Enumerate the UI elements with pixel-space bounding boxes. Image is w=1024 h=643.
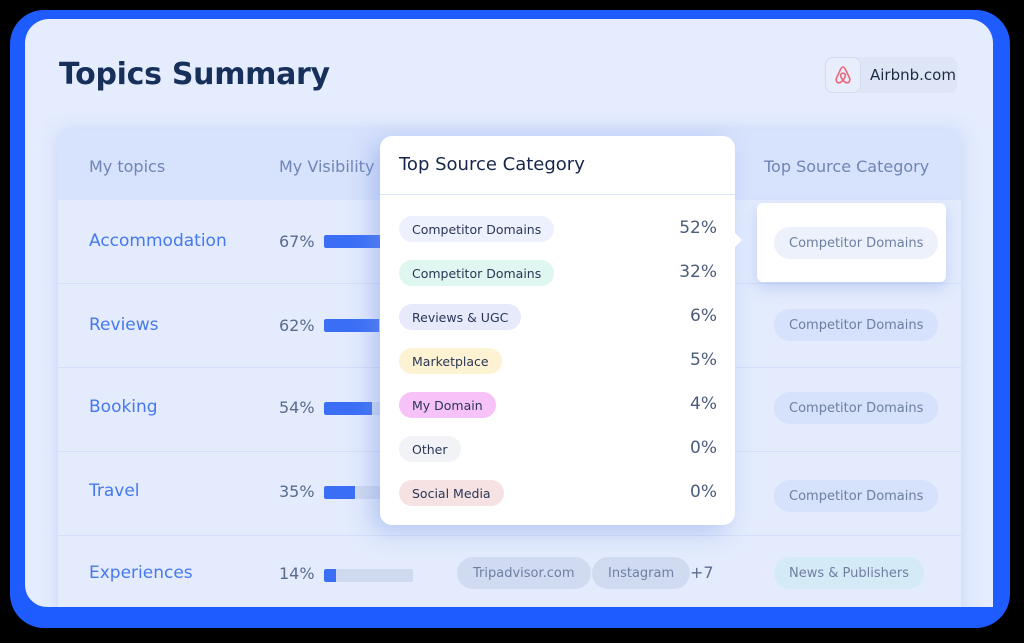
visibility-bar-fill — [324, 569, 337, 582]
category-percent: 32% — [679, 262, 717, 282]
source-category-chip[interactable]: Competitor Domains — [774, 309, 939, 341]
visibility-percent: 35% — [279, 482, 315, 501]
category-chip: Reviews & UGC — [399, 304, 522, 330]
highlighted-category-cell[interactable]: Competitor Domains — [757, 203, 946, 282]
topic-link[interactable]: Experiences — [89, 563, 193, 583]
category-breakdown-item: Marketplace 5% — [399, 348, 717, 374]
category-percent: 52% — [679, 218, 717, 238]
column-my-topics[interactable]: My topics — [89, 157, 166, 176]
source-category-chip[interactable]: Competitor Domains — [774, 227, 939, 259]
topic-link[interactable]: Reviews — [89, 315, 159, 335]
visibility-percent: 14% — [279, 564, 315, 583]
category-breakdown-item: Competitor Domains 32% — [399, 260, 717, 286]
category-breakdown-item: Competitor Domains 52% — [399, 216, 717, 242]
brand-selector[interactable]: Airbnb.com — [825, 57, 957, 93]
category-breakdown-item: Social Media 0% — [399, 480, 717, 506]
visibility-percent: 67% — [279, 232, 315, 251]
popover-caret — [734, 232, 742, 248]
category-chip: Other — [399, 436, 461, 462]
category-chip: Marketplace — [399, 348, 502, 374]
brand-name: Airbnb.com — [870, 66, 956, 84]
topic-link[interactable]: Travel — [89, 481, 140, 501]
category-percent: 0% — [690, 438, 717, 458]
visibility-percent: 54% — [279, 398, 315, 417]
more-sources-count[interactable]: +7 — [690, 563, 714, 582]
category-breakdown-item: Other 0% — [399, 436, 717, 462]
column-my-visibility[interactable]: My Visibility — [279, 157, 375, 176]
source-chip-tripadvisor[interactable]: Tripadvisor.com — [457, 557, 591, 589]
column-top-source-category[interactable]: Top Source Category — [764, 157, 930, 176]
category-chip: Social Media — [399, 480, 504, 506]
source-category-chip[interactable]: News & Publishers — [774, 557, 924, 589]
visibility-bar-fill — [324, 319, 380, 332]
category-breakdown-item: My Domain 4% — [399, 392, 717, 418]
category-chip: My Domain — [399, 392, 496, 418]
topic-link[interactable]: Booking — [89, 397, 158, 417]
category-breakdown-item: Reviews & UGC 6% — [399, 304, 717, 330]
category-percent: 4% — [690, 394, 717, 414]
topics-summary-card: Topics Summary Airbnb.com My topics My V… — [25, 19, 993, 607]
source-chip-instagram[interactable]: Instagram — [592, 557, 691, 589]
category-percent: 0% — [690, 482, 717, 502]
visibility-bar-fill — [324, 235, 384, 248]
top-source-category-popover: Top Source Category Competitor Domains 5… — [380, 136, 742, 525]
category-percent: 6% — [690, 306, 717, 326]
popover-divider — [380, 194, 735, 195]
visibility-bar-fill — [324, 486, 356, 499]
table-row[interactable]: Experiences 14% Tripadvisor.com Instagra… — [58, 536, 961, 607]
topic-link[interactable]: Accommodation — [89, 231, 227, 251]
category-percent: 5% — [690, 350, 717, 370]
page-title: Topics Summary — [59, 57, 330, 92]
visibility-bar — [324, 569, 413, 582]
source-category-chip[interactable]: Competitor Domains — [774, 392, 939, 424]
airbnb-logo-icon — [825, 57, 861, 93]
source-category-chip[interactable]: Competitor Domains — [774, 480, 939, 512]
visibility-bar-fill — [324, 402, 373, 415]
category-chip: Competitor Domains — [399, 260, 555, 286]
popover-title: Top Source Category — [399, 154, 585, 175]
category-chip: Competitor Domains — [399, 216, 555, 242]
visibility-percent: 62% — [279, 316, 315, 335]
